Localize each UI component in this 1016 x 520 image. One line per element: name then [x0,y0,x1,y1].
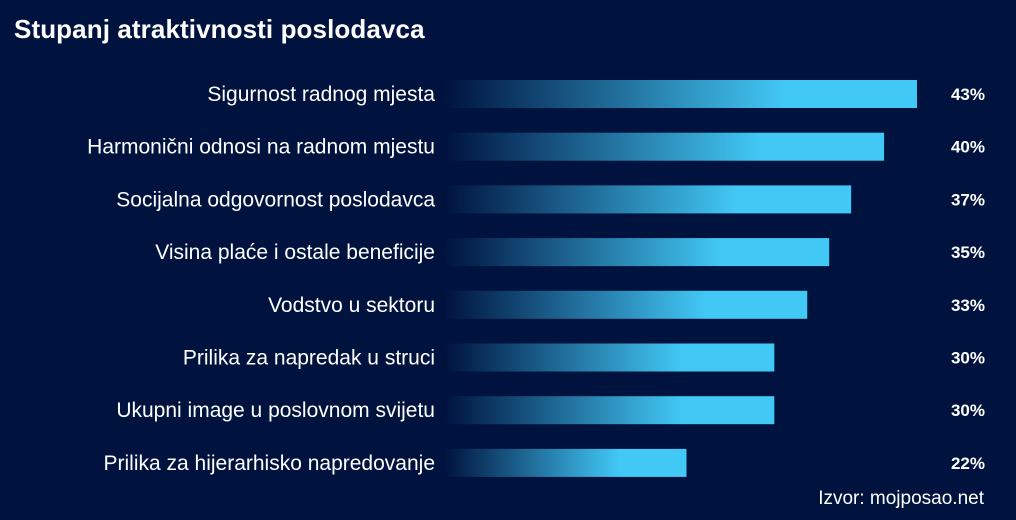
category-label: Ukupni image u poslovnom svijetu [116,399,435,422]
category-label: Visina plaće i ostale beneficije [155,241,435,264]
bar [445,396,775,425]
bar [445,343,775,372]
bars-group: Sigurnost radnog mjesta 43% Harmonični odn… [87,80,985,477]
bar [445,290,808,319]
bar [445,238,830,267]
chart-title: Stupanj atraktivnosti poslodavca [14,14,425,44]
value-label: 37% [951,190,985,209]
category-label: Prilika za hijerarhisko napredovanje [103,452,435,475]
source-note: Izvor: mojposao.net [818,488,984,509]
bar [445,80,917,108]
category-label: Vodstvo u sektoru [268,294,435,317]
value-label: 35% [951,243,985,262]
value-label: 30% [951,349,985,368]
value-label: 33% [951,296,985,315]
category-label: Prilika za napredak u struci [183,347,435,370]
category-label: Sigurnost radnog mjesta [207,83,435,106]
value-label: 22% [951,454,985,473]
value-label: 40% [951,138,985,157]
category-label: Socijalna odgovornost poslodavca [116,188,435,211]
bar [445,185,852,214]
value-label: 30% [951,401,985,420]
category-label: Harmonični odnosi na radnom mjestu [87,136,435,159]
value-label: 43% [951,85,985,104]
bar [445,132,885,161]
bar [445,448,687,477]
